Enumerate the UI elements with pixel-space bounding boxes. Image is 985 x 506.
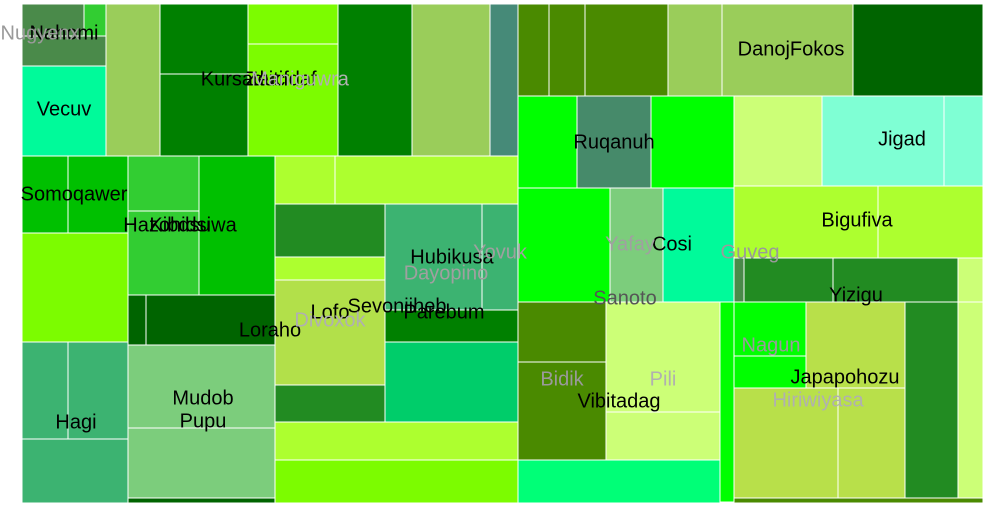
treemap-tile bbox=[517, 95, 578, 189]
treemap-tile bbox=[719, 301, 735, 503]
treemap-tile bbox=[274, 459, 519, 504]
treemap-tile bbox=[21, 155, 69, 234]
treemap-tile bbox=[384, 203, 483, 311]
treemap-tile bbox=[21, 438, 129, 504]
treemap-tile bbox=[274, 421, 519, 461]
treemap-tile bbox=[159, 3, 249, 75]
treemap-tile bbox=[877, 185, 984, 259]
treemap-tile bbox=[198, 155, 276, 296]
treemap-tile bbox=[337, 3, 413, 157]
treemap-tile bbox=[274, 256, 386, 281]
treemap-tile bbox=[21, 232, 129, 343]
treemap-tile bbox=[67, 155, 129, 234]
treemap-tile bbox=[904, 301, 959, 499]
treemap-tile bbox=[21, 35, 107, 67]
treemap-tile bbox=[411, 3, 491, 157]
treemap-tile bbox=[605, 301, 721, 413]
treemap-tile bbox=[650, 95, 735, 189]
treemap-tile bbox=[517, 3, 550, 97]
treemap-tile bbox=[733, 301, 807, 357]
treemap-tile bbox=[127, 497, 276, 504]
treemap-tile bbox=[274, 279, 386, 386]
treemap-tile bbox=[957, 301, 984, 499]
treemap-tile bbox=[274, 203, 386, 258]
treemap-tile bbox=[584, 3, 669, 97]
treemap-tile bbox=[127, 155, 200, 212]
treemap-tile bbox=[733, 497, 984, 504]
treemap-tile bbox=[127, 344, 276, 429]
treemap-tile bbox=[721, 3, 854, 97]
treemap-rects bbox=[21, 3, 984, 504]
treemap-tile bbox=[21, 341, 69, 440]
treemap-tile bbox=[733, 257, 745, 303]
treemap-tile bbox=[517, 459, 721, 504]
treemap-tile bbox=[576, 95, 652, 189]
treemap-tile bbox=[517, 301, 607, 363]
treemap-tile bbox=[662, 187, 735, 303]
treemap-tile bbox=[743, 257, 834, 303]
treemap-tile bbox=[832, 257, 959, 303]
treemap-tile bbox=[274, 155, 336, 205]
treemap-tile bbox=[481, 203, 519, 311]
treemap-tile bbox=[733, 355, 807, 389]
treemap-tile bbox=[145, 294, 276, 346]
treemap-tile bbox=[733, 95, 823, 187]
treemap-tile bbox=[384, 309, 519, 343]
treemap-tile bbox=[943, 95, 984, 187]
treemap-tile bbox=[334, 155, 519, 205]
treemap-tile bbox=[159, 73, 249, 157]
treemap-tile bbox=[247, 43, 339, 157]
treemap-tile bbox=[274, 384, 386, 423]
treemap-tile bbox=[127, 210, 200, 296]
treemap-tile bbox=[609, 187, 664, 303]
treemap-tile bbox=[837, 387, 906, 499]
treemap-tile bbox=[517, 187, 611, 303]
treemap-tile bbox=[517, 361, 607, 461]
treemap-tile bbox=[21, 3, 85, 37]
treemap-tile bbox=[247, 3, 339, 45]
treemap-tile bbox=[667, 3, 723, 97]
treemap-tile bbox=[127, 294, 147, 346]
treemap-tile bbox=[548, 3, 586, 97]
treemap-tile bbox=[852, 3, 984, 97]
treemap-tile bbox=[83, 3, 107, 37]
treemap-tile bbox=[733, 185, 879, 259]
treemap-tile bbox=[21, 65, 107, 157]
treemap-tile bbox=[384, 341, 519, 423]
treemap-tile bbox=[821, 95, 945, 187]
treemap-tile bbox=[805, 301, 906, 389]
treemap-tile bbox=[105, 3, 161, 157]
treemap-tile bbox=[605, 411, 721, 461]
treemap-tile bbox=[489, 3, 519, 157]
treemap-tile bbox=[67, 341, 129, 440]
treemap-tile bbox=[733, 387, 839, 499]
treemap-tile bbox=[957, 257, 984, 303]
treemap-tile bbox=[127, 427, 276, 500]
